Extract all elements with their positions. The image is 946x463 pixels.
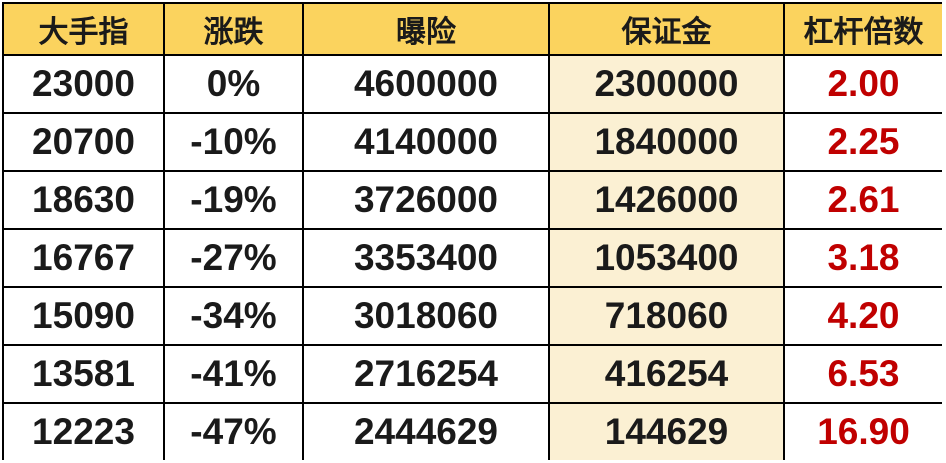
cell-exposure: 3726000 (302, 170, 550, 230)
cell-change: -34% (163, 286, 304, 346)
cell-change: -41% (163, 344, 304, 404)
column-header-exposure: 曝险 (302, 2, 550, 56)
cell-exposure: 3353400 (302, 228, 550, 288)
table-row: 23000 0% 4600000 2300000 2.00 (2, 54, 942, 114)
column-header-leverage: 杠杆倍数 (783, 2, 942, 56)
table-row: 20700 -10% 4140000 1840000 2.25 (2, 112, 942, 172)
cell-exposure: 4140000 (302, 112, 550, 172)
cell-margin: 1840000 (548, 112, 785, 172)
cell-change: -19% (163, 170, 304, 230)
cell-leverage: 16.90 (783, 402, 942, 460)
cell-margin: 2300000 (548, 54, 785, 114)
cell-big-hand-index: 20700 (2, 112, 165, 172)
cell-change: -27% (163, 228, 304, 288)
table-header: 大手指 涨跌 曝险 保证金 杠杆倍数 (2, 2, 942, 56)
column-header-margin: 保证金 (548, 2, 785, 56)
table-body: 23000 0% 4600000 2300000 2.00 20700 -10% 414000… (2, 54, 942, 460)
cell-big-hand-index: 15090 (2, 286, 165, 346)
cell-exposure: 2716254 (302, 344, 550, 404)
cell-leverage: 3.18 (783, 228, 942, 288)
table-row: 13581 -41% 2716254 416254 6.53 (2, 344, 942, 404)
table-row: 16767 -27% 3353400 1053400 3.18 (2, 228, 942, 288)
column-header-big-hand-index: 大手指 (2, 2, 165, 56)
table-row: 15090 -34% 3018060 718060 4.20 (2, 286, 942, 346)
cell-change: -10% (163, 112, 304, 172)
cell-margin: 416254 (548, 344, 785, 404)
cell-exposure: 2444629 (302, 402, 550, 460)
cell-leverage: 2.25 (783, 112, 942, 172)
cell-leverage: 4.20 (783, 286, 942, 346)
cell-big-hand-index: 13581 (2, 344, 165, 404)
cell-change: -47% (163, 402, 304, 460)
cell-change: 0% (163, 54, 304, 114)
cell-margin: 718060 (548, 286, 785, 346)
cell-leverage: 6.53 (783, 344, 942, 404)
cell-leverage: 2.00 (783, 54, 942, 114)
cell-big-hand-index: 16767 (2, 228, 165, 288)
column-header-change: 涨跌 (163, 2, 304, 56)
cell-margin: 1426000 (548, 170, 785, 230)
cell-margin: 144629 (548, 402, 785, 460)
table-row: 12223 -47% 2444629 144629 16.90 (2, 402, 942, 460)
table-row: 18630 -19% 3726000 1426000 2.61 (2, 170, 942, 230)
cell-margin: 1053400 (548, 228, 785, 288)
header-row: 大手指 涨跌 曝险 保证金 杠杆倍数 (2, 2, 942, 56)
cell-exposure: 3018060 (302, 286, 550, 346)
cell-big-hand-index: 18630 (2, 170, 165, 230)
cell-big-hand-index: 12223 (2, 402, 165, 460)
cell-exposure: 4600000 (302, 54, 550, 114)
cell-big-hand-index: 23000 (2, 54, 165, 114)
cell-leverage: 2.61 (783, 170, 942, 230)
